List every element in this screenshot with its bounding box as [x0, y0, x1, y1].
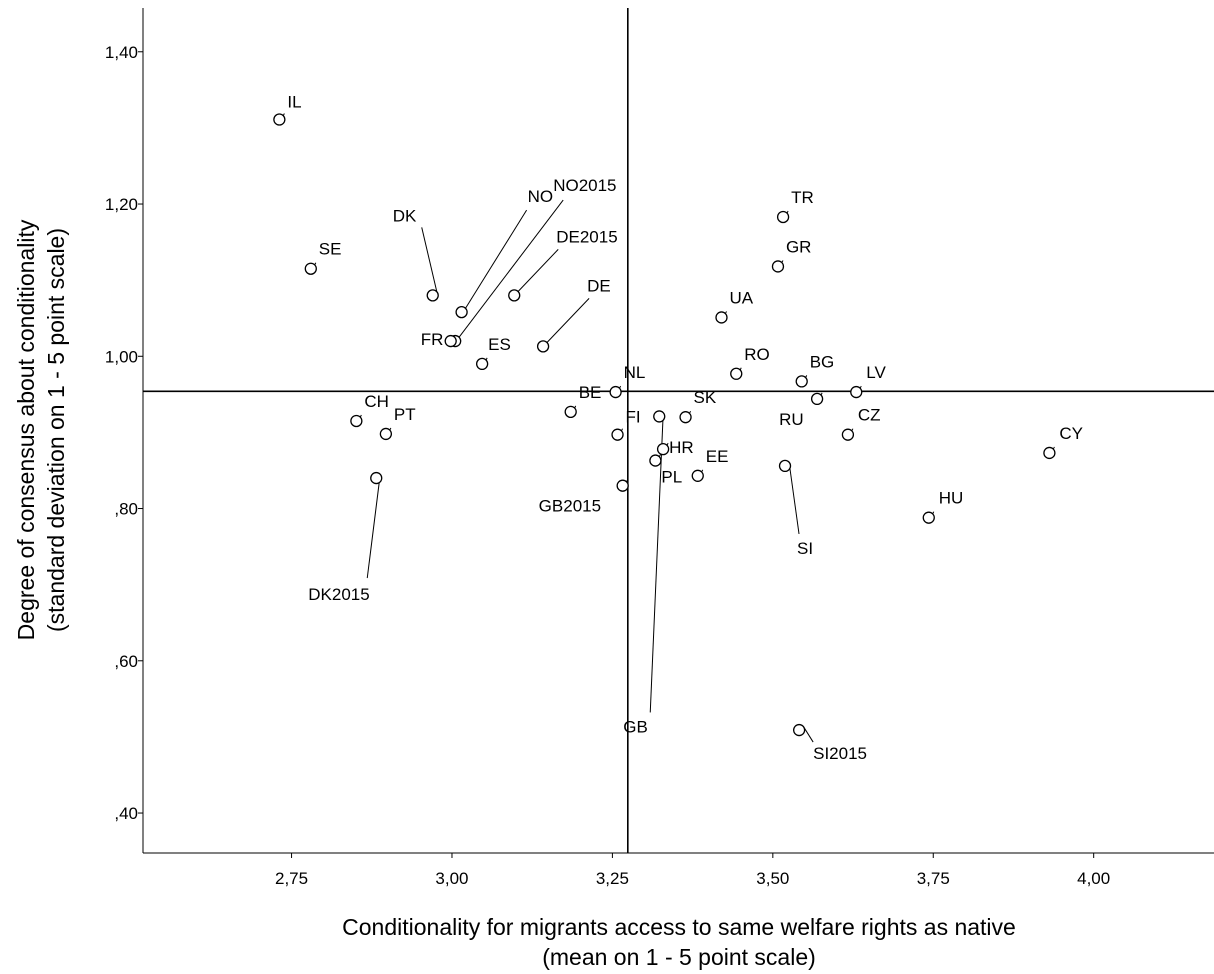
point-label: BG: [810, 352, 835, 371]
point-label: DE: [587, 276, 611, 295]
data-point: [536, 340, 550, 353]
y-tick-label: 1,40: [105, 43, 138, 62]
point-label: SI: [797, 539, 813, 558]
data-point: [649, 454, 662, 467]
point-label: GB: [623, 717, 648, 736]
leader-line: [458, 199, 564, 338]
data-point: [841, 428, 855, 441]
data-point: [379, 427, 393, 441]
leader-line: [421, 227, 438, 292]
data-point: [850, 385, 863, 399]
x-tick-label: 3,50: [756, 869, 789, 888]
data-point: [455, 305, 468, 319]
point-label: RO: [744, 345, 770, 364]
point-label: CH: [364, 392, 389, 411]
point-label: DK: [393, 206, 417, 225]
leader-line: [517, 249, 559, 292]
point-label: HR: [669, 438, 694, 457]
point-label: FI: [626, 408, 641, 427]
point-label: NL: [624, 363, 646, 382]
y-tick-label: 1,00: [105, 347, 138, 366]
point-label: NO2015: [553, 176, 616, 195]
y-tick-label: ,60: [114, 652, 138, 671]
data-point: [691, 469, 704, 482]
point-label: SI2015: [813, 744, 867, 763]
point-label: PT: [394, 405, 416, 424]
data-point: [715, 311, 728, 324]
data-point: [616, 479, 629, 492]
y-tick-label: ,80: [114, 500, 138, 519]
data-point: [475, 357, 489, 371]
point-label: HU: [939, 489, 964, 508]
point-label: ES: [488, 335, 511, 354]
point-label: TR: [791, 188, 814, 207]
y-tick-label: ,40: [114, 804, 138, 823]
data-point: [730, 367, 743, 380]
x-tick-label: 4,00: [1077, 869, 1110, 888]
point-label: IL: [287, 93, 301, 112]
data-point: [444, 334, 457, 348]
point-label: CZ: [858, 406, 881, 425]
y-axis-title-line-2: (standard deviation on 1 - 5 point scale…: [43, 228, 69, 632]
point-label: BE: [579, 383, 602, 402]
x-axis-title-line-2: (mean on 1 - 5 point scale): [542, 944, 816, 970]
data-point: [611, 428, 624, 441]
point-label: FR: [421, 330, 444, 349]
x-axis-title-line-1: Conditionality for migrants access to sa…: [342, 914, 1016, 940]
point-label: CY: [1059, 424, 1083, 443]
data-point: [508, 289, 521, 302]
data-point: [922, 511, 935, 524]
data-points: [273, 113, 1056, 737]
data-point: [778, 459, 792, 473]
x-axis-ticks: 2,75 3,00 3,25 3,50 3,75 4,00: [275, 853, 1110, 888]
x-tick-label: 2,75: [275, 869, 308, 888]
plot-frame: [142, 8, 1214, 854]
data-point: [679, 411, 692, 424]
data-point: [564, 405, 577, 418]
point-label: SK: [694, 388, 717, 407]
leader-line: [366, 474, 381, 579]
data-point: [304, 262, 317, 275]
point-label: UA: [729, 288, 753, 307]
y-tick-label: 1,20: [105, 195, 138, 214]
point-label: EE: [706, 447, 729, 466]
data-point: [776, 210, 790, 224]
point-label: NO: [528, 187, 554, 206]
leader-line: [465, 209, 528, 309]
point-label: GR: [786, 237, 812, 256]
point-label: SE: [319, 240, 342, 259]
leader-line: [788, 461, 800, 534]
leader-line: [546, 298, 590, 343]
data-point: [656, 443, 670, 456]
data-point: [792, 723, 806, 737]
data-point: [653, 410, 666, 423]
data-point: [810, 392, 824, 406]
data-point: [370, 471, 383, 485]
point-label: DE2015: [556, 227, 617, 246]
point-label: PL: [661, 468, 682, 487]
data-point: [350, 414, 363, 428]
point-label: LV: [866, 363, 886, 382]
data-point: [771, 260, 785, 273]
data-point: [609, 385, 622, 399]
y-axis-title: Degree of consensus about conditionality…: [13, 219, 69, 640]
data-point: [273, 113, 286, 126]
y-axis-ticks: ,40 ,60 ,80 1,00 1,20 1,40: [105, 43, 143, 823]
data-point: [795, 375, 808, 388]
point-label: RU: [779, 410, 804, 429]
point-label: GB2015: [539, 497, 601, 516]
data-point: [1043, 446, 1056, 460]
x-tick-label: 3,75: [917, 869, 950, 888]
y-axis-title-line-1: Degree of consensus about conditionality: [13, 219, 39, 640]
x-tick-label: 3,00: [435, 869, 468, 888]
x-tick-label: 3,25: [596, 869, 629, 888]
data-point: [426, 289, 439, 302]
reference-lines: [143, 8, 1214, 853]
point-label: DK2015: [308, 585, 369, 604]
